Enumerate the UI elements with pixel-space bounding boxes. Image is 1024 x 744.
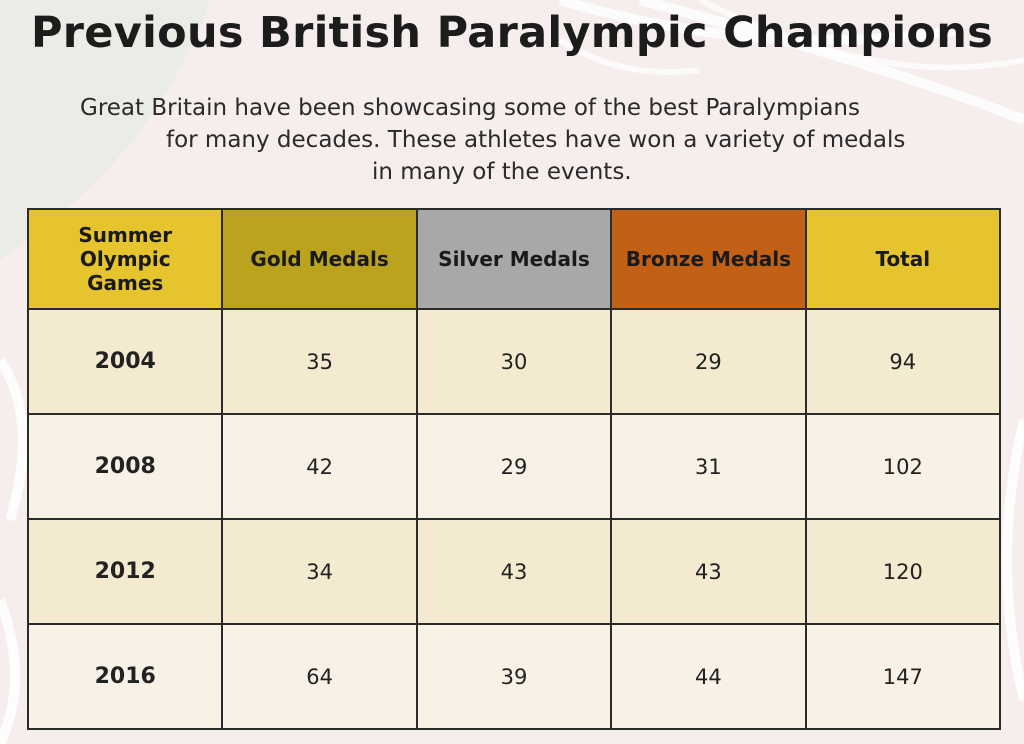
table-row: 2008 42 29 31 102 [26,413,1002,520]
header-gold: Gold Medals [221,208,418,310]
gold-cell: 34 [221,518,418,625]
year-cell: 2004 [26,308,224,415]
gold-cell: 35 [221,308,418,415]
intro-line-3: in many of the events. [372,159,632,185]
table-row: 2004 35 30 29 94 [26,308,1002,415]
total-cell: 102 [804,413,1002,520]
medals-table: Summer Olympic Games Gold Medals Silver … [26,208,1002,730]
year-cell: 2012 [26,518,224,625]
header-bronze: Bronze Medals [610,208,807,310]
header-games: Summer Olympic Games [26,208,224,310]
table-row: 2016 64 39 44 147 [26,623,1002,730]
header-games-line-2: Olympic [79,247,171,271]
table-row: 2012 34 43 43 120 [26,518,1002,625]
bronze-cell: 44 [610,623,807,730]
intro-line-1: Great Britain have been showcasing some … [80,95,860,121]
header-silver: Silver Medals [415,208,613,310]
year-cell: 2016 [26,623,224,730]
header-row: Summer Olympic Games Gold Medals Silver … [26,208,1002,310]
header-games-line-1: Summer [78,223,173,247]
silver-cell: 29 [415,413,613,520]
year-cell: 2008 [26,413,224,520]
bronze-cell: 29 [610,308,807,415]
silver-cell: 43 [415,518,613,625]
page-title: Previous British Paralympic Champions [30,8,994,58]
gold-cell: 42 [221,413,418,520]
silver-cell: 39 [415,623,613,730]
header-games-line-3: Games [87,271,164,295]
bronze-cell: 43 [610,518,807,625]
gold-cell: 64 [221,623,418,730]
silver-cell: 30 [415,308,613,415]
bronze-cell: 31 [610,413,807,520]
intro-line-2: for many decades. These athletes have wo… [166,127,906,153]
total-cell: 120 [804,518,1002,625]
header-total: Total [804,208,1002,310]
total-cell: 94 [804,308,1002,415]
total-cell: 147 [804,623,1002,730]
